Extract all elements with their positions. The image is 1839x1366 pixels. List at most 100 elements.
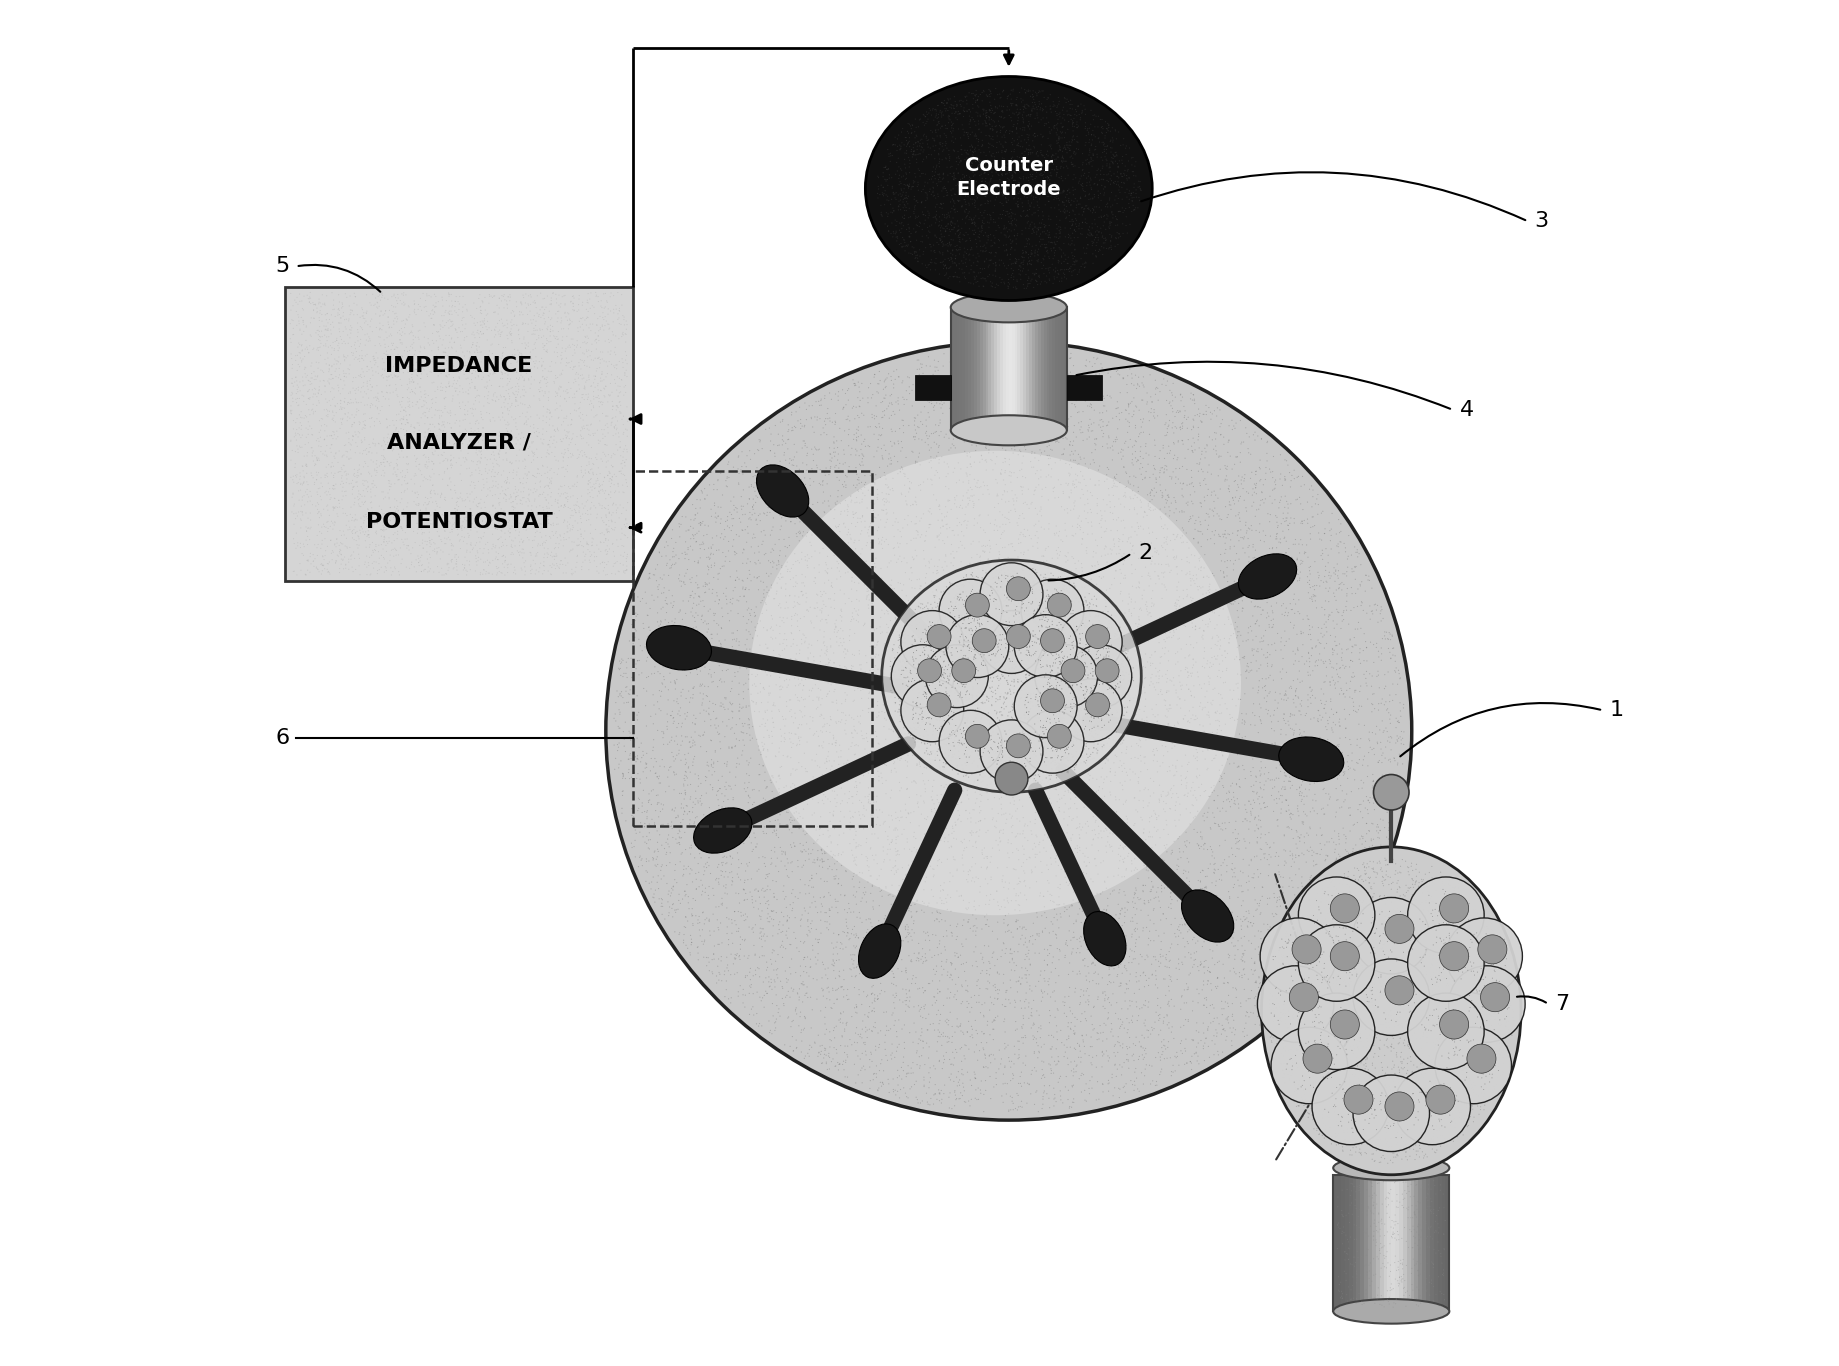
Point: [1392, 861, 1422, 882]
Point: [1081, 220, 1111, 242]
Point: [1388, 721, 1418, 743]
Point: [1004, 380, 1034, 402]
Point: [890, 676, 920, 698]
Point: [776, 511, 805, 533]
Point: [360, 287, 390, 309]
Point: [971, 613, 1000, 635]
Point: [508, 531, 537, 553]
Point: [1434, 958, 1464, 979]
Point: [861, 791, 890, 813]
Point: [680, 504, 710, 526]
Point: [638, 564, 668, 586]
Point: [914, 731, 943, 753]
Point: [1013, 691, 1043, 713]
Point: [1203, 798, 1232, 820]
Point: [1153, 755, 1182, 777]
Point: [1260, 471, 1289, 493]
Point: [1045, 1081, 1074, 1102]
Point: [848, 805, 877, 826]
Point: [796, 749, 826, 770]
Point: [438, 313, 467, 335]
Point: [719, 836, 748, 858]
Point: [620, 829, 649, 851]
Point: [997, 148, 1026, 169]
Point: [995, 464, 1024, 486]
Point: [1096, 664, 1125, 686]
Point: [436, 529, 465, 550]
Point: [1135, 548, 1164, 570]
Point: [785, 734, 815, 755]
Point: [1125, 496, 1155, 518]
Point: [456, 421, 485, 443]
Point: [1330, 717, 1359, 739]
Point: [1037, 735, 1067, 757]
Point: [1381, 784, 1411, 806]
Point: [885, 1087, 914, 1109]
Point: [1205, 694, 1234, 716]
Point: [870, 587, 899, 609]
Point: [528, 336, 557, 358]
Point: [820, 616, 850, 638]
Point: [938, 746, 967, 768]
Point: [1197, 627, 1227, 649]
Point: [1015, 693, 1045, 714]
Point: [967, 471, 997, 493]
Point: [918, 684, 947, 706]
Point: [815, 899, 844, 921]
Point: [1008, 260, 1037, 281]
Point: [485, 526, 515, 548]
Point: [1444, 929, 1473, 951]
Point: [1100, 227, 1129, 249]
Point: [1122, 859, 1151, 881]
Point: [1111, 475, 1140, 497]
Point: [662, 668, 691, 690]
Point: [1427, 1086, 1456, 1108]
Point: [338, 494, 368, 516]
Point: [436, 290, 465, 311]
Point: [1208, 1019, 1238, 1041]
Point: [576, 288, 605, 310]
Point: [1057, 720, 1087, 742]
Point: [1335, 888, 1365, 910]
Point: [434, 557, 463, 579]
Point: [776, 623, 805, 645]
Point: [691, 766, 721, 788]
Point: [1026, 571, 1056, 593]
Point: [1162, 848, 1192, 870]
Point: [789, 947, 818, 968]
Point: [977, 108, 1006, 130]
Point: [978, 590, 1008, 612]
Point: [550, 510, 579, 531]
Point: [541, 303, 570, 325]
Point: [1019, 484, 1048, 505]
Point: [894, 917, 923, 938]
Point: [765, 519, 794, 541]
Point: [1267, 992, 1296, 1014]
Point: [1035, 96, 1065, 117]
Point: [651, 873, 680, 895]
Point: [603, 438, 633, 460]
Point: [802, 523, 831, 545]
Point: [986, 571, 1015, 593]
Point: [804, 855, 833, 877]
Point: [736, 729, 765, 751]
Point: [879, 126, 908, 148]
Point: [1315, 576, 1344, 598]
Point: [1015, 628, 1045, 650]
Point: [989, 564, 1019, 586]
Point: [515, 346, 544, 367]
Point: [817, 997, 846, 1019]
Point: [938, 654, 967, 676]
Point: [1056, 1000, 1085, 1022]
Point: [1011, 672, 1041, 694]
Point: [973, 746, 1002, 768]
Point: [1079, 173, 1109, 195]
Point: [769, 474, 798, 496]
Point: [1078, 742, 1107, 764]
Point: [1102, 699, 1131, 721]
Point: [921, 709, 951, 731]
Point: [588, 377, 618, 399]
Point: [326, 399, 355, 421]
Point: [368, 451, 397, 473]
Point: [877, 960, 907, 982]
